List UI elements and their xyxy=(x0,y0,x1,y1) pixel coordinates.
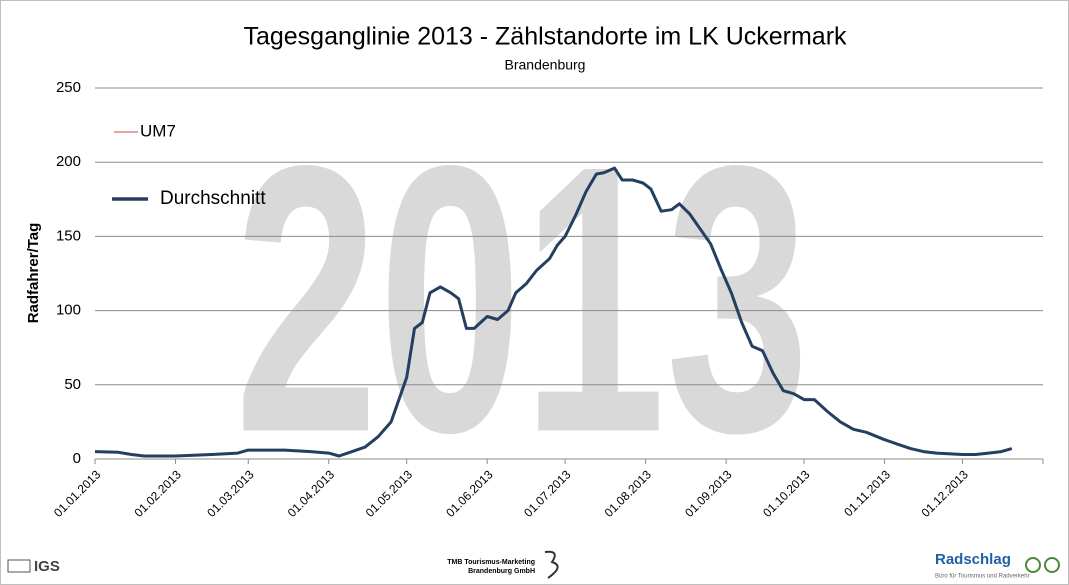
logo-shape xyxy=(7,559,31,573)
y-tick-label: 150 xyxy=(56,227,81,244)
legend-label: Durchschnitt xyxy=(160,188,266,209)
y-tick-label: 0 xyxy=(73,450,81,467)
logo-shape xyxy=(1025,557,1041,573)
y-tick-label: 200 xyxy=(56,153,81,170)
legend-label: UM7 xyxy=(140,121,176,140)
left-logo: IGS xyxy=(34,558,60,575)
chart-subtitle: Brandenburg xyxy=(505,57,586,73)
right-logo-sub: Büro für Tourismus und Radverkehr xyxy=(935,574,1030,580)
chart-title: Tagesganglinie 2013 - Zählstandorte im L… xyxy=(243,23,847,51)
logo-shape xyxy=(1044,557,1060,573)
y-axis-label: Radfahrer/Tag xyxy=(25,223,42,324)
y-tick-label: 250 xyxy=(56,79,81,96)
logo-shape xyxy=(544,550,559,579)
line-series xyxy=(94,166,1013,458)
center-logo: Brandenburg GmbH xyxy=(468,568,535,575)
y-tick-label: 50 xyxy=(64,376,81,393)
right-logo: Radschlag xyxy=(935,551,1011,568)
footer: IGS TMB Tourismus-Marketing Brandenburg … xyxy=(7,550,1060,580)
y-tick-label: 100 xyxy=(56,302,81,319)
center-logo: TMB Tourismus-Marketing xyxy=(447,559,535,566)
watermark: 2013 xyxy=(235,86,810,511)
